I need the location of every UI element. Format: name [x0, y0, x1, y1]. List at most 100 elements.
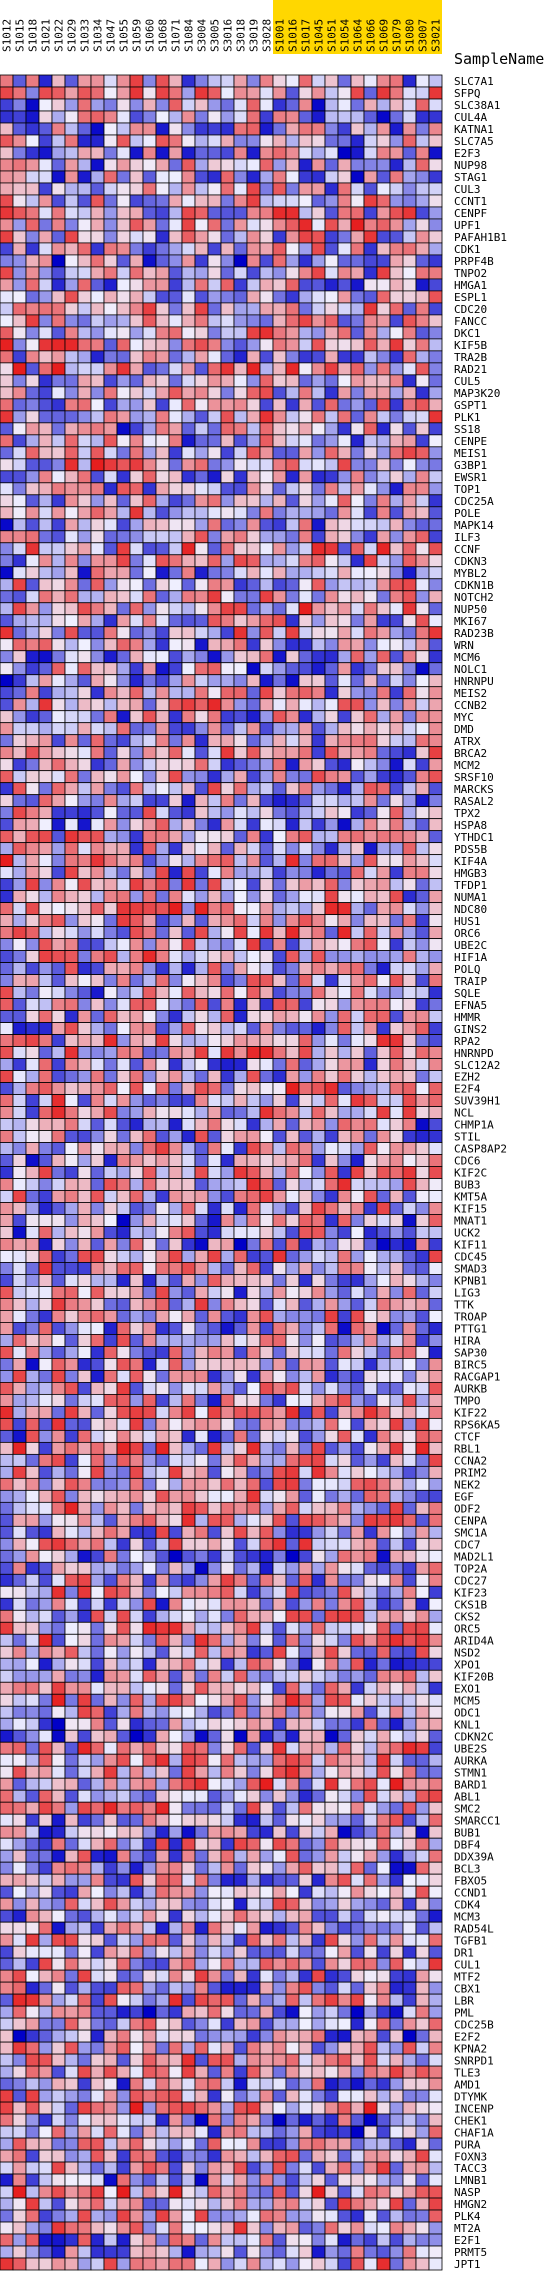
heatmap-cell	[0, 1226, 14, 1239]
heatmap-cell	[25, 854, 40, 868]
heatmap-cell	[220, 674, 235, 688]
heatmap-cell	[259, 554, 274, 568]
heatmap-cell	[233, 170, 248, 184]
heatmap-cell	[428, 902, 443, 916]
heatmap-cell	[77, 614, 92, 628]
heatmap-cell	[90, 398, 105, 412]
heatmap-cell	[77, 1238, 92, 1251]
heatmap-cell	[233, 110, 248, 124]
heatmap-cell	[51, 1777, 66, 1791]
heatmap-cell	[129, 1382, 144, 1395]
heatmap-cell	[103, 962, 118, 975]
heatmap-cell	[0, 350, 14, 364]
heatmap-cell	[129, 806, 144, 820]
heatmap-cell	[12, 1190, 27, 1203]
heatmap-cell	[90, 1334, 105, 1347]
heatmap-cell	[129, 734, 144, 748]
heatmap-cell	[402, 758, 417, 772]
heatmap-cell	[0, 1358, 14, 1371]
heatmap-cell	[207, 1477, 222, 1491]
heatmap-cell	[142, 1429, 157, 1443]
heatmap-cell	[402, 74, 417, 88]
heatmap-cell	[207, 410, 222, 424]
heatmap-cell	[38, 506, 53, 520]
heatmap-cell	[207, 1585, 222, 1599]
heatmap-cell	[389, 1298, 404, 1311]
heatmap-cell	[181, 518, 196, 532]
heatmap-cell	[363, 218, 378, 232]
heatmap-cell	[77, 1106, 92, 1119]
heatmap-cell	[168, 350, 183, 364]
heatmap-cell	[77, 638, 92, 652]
heatmap-cell	[350, 1693, 365, 1707]
heatmap-cell	[207, 1525, 222, 1539]
heatmap-cell	[38, 1789, 53, 1803]
heatmap-cell	[259, 230, 274, 244]
heatmap-cell	[155, 302, 170, 316]
heatmap-cell	[246, 1178, 261, 1191]
heatmap-cell	[337, 1214, 352, 1227]
heatmap-cell	[298, 974, 313, 987]
heatmap-cell	[38, 422, 53, 436]
heatmap-cell	[168, 602, 183, 616]
column-label-bg	[338, 0, 351, 54]
heatmap-cell	[233, 710, 248, 724]
heatmap-cell	[233, 1334, 248, 1347]
heatmap-cell	[272, 758, 287, 772]
heatmap-cell	[90, 374, 105, 388]
heatmap-cell	[402, 566, 417, 580]
heatmap-cell	[415, 266, 430, 280]
heatmap-cell	[64, 1801, 79, 1815]
heatmap-cell	[389, 770, 404, 784]
heatmap-cell	[363, 146, 378, 160]
column-label: S1012	[1, 19, 14, 52]
heatmap-cell	[415, 1226, 430, 1239]
heatmap-cell	[259, 566, 274, 580]
heatmap-cell	[25, 278, 40, 292]
heatmap-cell	[103, 890, 118, 904]
heatmap-cell	[12, 1250, 27, 1263]
heatmap-cell	[116, 206, 131, 220]
heatmap-cell	[64, 302, 79, 316]
heatmap-cell	[51, 1274, 66, 1287]
heatmap-cell	[168, 1238, 183, 1251]
heatmap-cell	[272, 902, 287, 916]
heatmap-cell	[207, 554, 222, 568]
column-label: S1060	[144, 19, 157, 52]
heatmap-cell	[194, 74, 209, 88]
heatmap-cell	[38, 1058, 53, 1071]
heatmap-cell	[90, 662, 105, 676]
heatmap-cell	[324, 1058, 339, 1071]
heatmap-cell	[77, 1777, 92, 1791]
heatmap-cell	[389, 218, 404, 232]
heatmap-cell	[233, 650, 248, 664]
heatmap-cell	[194, 902, 209, 916]
heatmap-cell	[12, 542, 27, 556]
heatmap-cell	[272, 1154, 287, 1167]
heatmap-cell	[0, 1801, 14, 1815]
heatmap-cell	[129, 986, 144, 999]
heatmap-cell	[259, 1322, 274, 1335]
heatmap-cell	[64, 1501, 79, 1515]
heatmap-cell	[194, 1370, 209, 1383]
heatmap-cell	[285, 1657, 300, 1671]
heatmap-cell	[272, 650, 287, 664]
heatmap-cell	[103, 758, 118, 772]
heatmap-cell	[415, 1405, 430, 1419]
heatmap-cell	[428, 1022, 443, 1035]
heatmap-cell	[155, 1657, 170, 1671]
heatmap-cell	[298, 1346, 313, 1359]
heatmap-cell	[246, 146, 261, 160]
column-label-bg	[117, 0, 130, 54]
heatmap-cell	[116, 1262, 131, 1275]
heatmap-cell	[0, 602, 14, 616]
heatmap-cell	[311, 1765, 326, 1779]
heatmap-cell	[272, 86, 287, 100]
heatmap-cell	[363, 1405, 378, 1419]
heatmap-cell	[259, 1417, 274, 1431]
heatmap-cell	[155, 938, 170, 951]
heatmap-cell	[25, 602, 40, 616]
heatmap-cell	[246, 266, 261, 280]
heatmap-cell	[129, 686, 144, 700]
heatmap-cell	[415, 1262, 430, 1275]
